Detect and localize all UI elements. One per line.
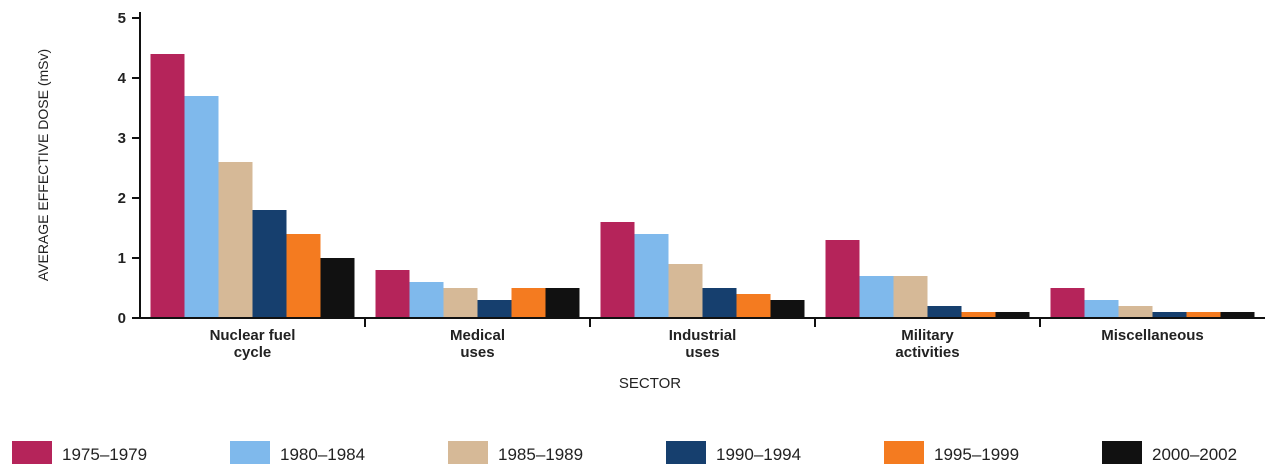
legend-swatch <box>1102 441 1142 464</box>
bar <box>320 258 355 318</box>
y-tick-label: 5 <box>118 10 126 27</box>
y-tick-label: 3 <box>118 130 126 147</box>
bar <box>927 306 962 318</box>
x-axis-label: SECTOR <box>619 375 681 392</box>
x-tick-label: activities <box>895 344 959 361</box>
bar <box>184 96 219 318</box>
x-tick-label: uses <box>460 344 494 361</box>
x-tick-label: Nuclear fuel <box>210 327 296 344</box>
x-tick-label: uses <box>685 344 719 361</box>
bar <box>218 162 253 318</box>
y-tick-label: 4 <box>118 70 127 87</box>
bar <box>600 222 635 318</box>
legend-label: 2000–2002 <box>1152 445 1237 464</box>
y-axis-label: AVERAGE EFFECTIVE DOSE (mSv) <box>35 49 51 281</box>
y-tick-label: 0 <box>118 310 126 327</box>
legend-label: 1990–1994 <box>716 445 801 464</box>
bar <box>409 282 444 318</box>
bar <box>995 312 1030 318</box>
bar <box>286 234 321 318</box>
legend-label: 1980–1984 <box>280 445 365 464</box>
bar <box>443 288 478 318</box>
legend-label: 1995–1999 <box>934 445 1019 464</box>
bar <box>893 276 928 318</box>
legend: 1975–1979 1980–1984 1985–1989 1990–1994 1995… <box>12 441 1237 464</box>
x-tick-label: cycle <box>234 344 272 361</box>
bar <box>825 240 860 318</box>
legend-label: 1975–1979 <box>62 445 147 464</box>
bar <box>477 300 512 318</box>
legend-swatch <box>12 441 52 464</box>
bar <box>1084 300 1119 318</box>
bar <box>770 300 805 318</box>
bar <box>634 234 669 318</box>
legend-swatch <box>230 441 270 464</box>
bar <box>1186 312 1221 318</box>
bar <box>1220 312 1255 318</box>
bar <box>1118 306 1153 318</box>
legend-swatch <box>666 441 706 464</box>
legend-swatch <box>448 441 488 464</box>
x-tick-label: Medical <box>450 327 505 344</box>
bar <box>1050 288 1085 318</box>
bar <box>859 276 894 318</box>
bar <box>668 264 703 318</box>
bar <box>961 312 996 318</box>
x-tick-label: Industrial <box>669 327 737 344</box>
legend-swatch <box>884 441 924 464</box>
y-tick-label: 2 <box>118 190 126 207</box>
x-tick-label: Military <box>901 327 954 344</box>
bar <box>252 210 287 318</box>
bar <box>375 270 410 318</box>
bar <box>150 54 185 318</box>
bar <box>1152 312 1187 318</box>
bar <box>545 288 580 318</box>
bar <box>511 288 546 318</box>
bar <box>702 288 737 318</box>
y-tick-label: 1 <box>118 250 126 267</box>
x-tick-label: Miscellaneous <box>1101 327 1204 344</box>
bars-group <box>150 54 1255 318</box>
legend-label: 1985–1989 <box>498 445 583 464</box>
bar <box>736 294 771 318</box>
